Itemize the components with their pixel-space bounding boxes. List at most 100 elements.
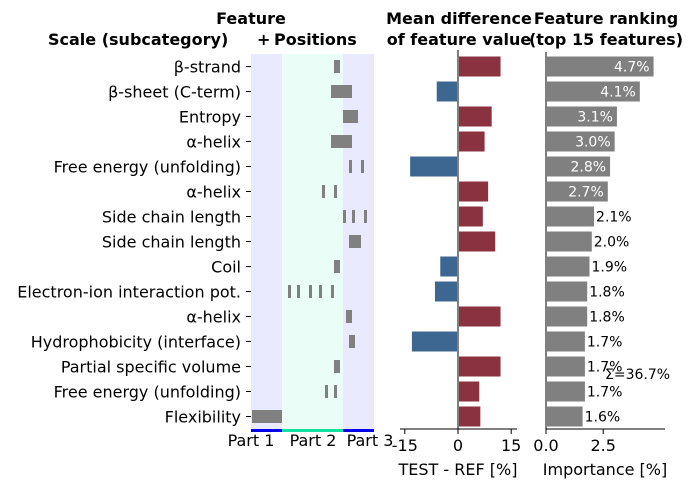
- position-mark: [309, 285, 312, 298]
- panel1-title-plus: +: [257, 30, 270, 49]
- importance-value-label: 2.7%: [568, 185, 604, 201]
- part-region-2: [282, 54, 343, 429]
- feature-label: α-helix: [186, 183, 241, 202]
- position-mark: [361, 160, 364, 173]
- difference-bar: [458, 231, 496, 252]
- position-mark: [322, 185, 325, 198]
- panel3-xlabel: Importance [%]: [543, 460, 667, 479]
- importance-bar: [546, 306, 588, 327]
- position-mark: [334, 385, 337, 398]
- feature-position-regions: [251, 54, 374, 432]
- importance-value-label: 1.6%: [585, 410, 621, 426]
- position-mark: [349, 335, 355, 348]
- part-tick-label: Part 1: [228, 431, 275, 450]
- importance-value-label: 1.8%: [589, 285, 625, 301]
- difference-bar: [458, 306, 501, 327]
- difference-bar: [458, 131, 485, 152]
- importance-bar: [546, 131, 615, 152]
- part-bar-1: [251, 429, 282, 432]
- position-mark: [331, 85, 352, 98]
- feature-label: Free energy (unfolding): [54, 158, 241, 177]
- feature-label: Coil: [211, 258, 241, 277]
- importance-sum-label: Σ=36.7%: [605, 367, 670, 383]
- panel1-title-right: Positions: [274, 30, 357, 49]
- position-mark: [343, 110, 358, 123]
- difference-bar: [458, 356, 501, 377]
- part-region-1: [251, 54, 282, 429]
- x-tick-label: -15: [392, 436, 418, 455]
- position-mark: [334, 260, 340, 273]
- position-mark: [325, 385, 328, 398]
- importance-bar: [546, 281, 588, 302]
- mean-difference-panel: -15 0 15: [392, 50, 521, 455]
- feature-label: Side chain length: [102, 233, 241, 252]
- feature-label: Hydrophobicity (interface): [31, 333, 241, 352]
- importance-value-label: 2.1%: [596, 210, 632, 226]
- panel2-title-line1: Mean difference: [386, 9, 532, 28]
- part-bar-2: [282, 429, 343, 432]
- panel3-title-line2: (top 15 features): [529, 30, 683, 49]
- importance-value-label: 1.8%: [589, 310, 625, 326]
- feature-label: Entropy: [179, 108, 241, 127]
- x-tick-label: 15: [501, 436, 521, 455]
- feature-label: β-strand: [174, 58, 241, 77]
- difference-bar: [458, 181, 489, 202]
- position-mark: [349, 160, 352, 173]
- importance-value-label: 4.1%: [600, 85, 636, 101]
- difference-bar: [410, 156, 458, 177]
- difference-bar: [440, 256, 458, 277]
- feature-label: Free energy (unfolding): [54, 383, 241, 402]
- importance-bar: [546, 81, 640, 102]
- position-mark: [331, 135, 352, 148]
- importance-bar: [546, 206, 595, 227]
- importance-value-label: 3.0%: [575, 135, 611, 151]
- panel2-xlabel: TEST - REF [%]: [398, 460, 518, 479]
- importance-bar: [546, 356, 585, 377]
- position-mark: [364, 210, 367, 223]
- importance-value-label: 1.7%: [587, 335, 623, 351]
- importance-value-label: 1.7%: [587, 360, 623, 376]
- x-tick-label: 2.5: [590, 436, 615, 455]
- importance-bar: [546, 381, 585, 402]
- difference-bar: [434, 281, 458, 302]
- importance-value-label: 3.1%: [577, 110, 613, 126]
- panel1-title-line1: Feature: [216, 9, 286, 28]
- feature-position-marks: [252, 60, 367, 423]
- importance-bar: [546, 106, 617, 127]
- feature-label: β-sheet (C-term): [108, 83, 241, 102]
- part-tick-label: Part 2: [290, 431, 337, 450]
- feature-label: Partial specific volume: [61, 358, 241, 377]
- position-mark: [343, 210, 346, 223]
- importance-value-label: 1.7%: [587, 385, 623, 401]
- difference-bar: [458, 106, 492, 127]
- position-mark: [334, 360, 340, 373]
- position-mark: [346, 310, 352, 323]
- difference-bar: [436, 81, 458, 102]
- position-mark: [252, 410, 282, 423]
- importance-bar: [546, 231, 592, 252]
- feature-label: α-helix: [186, 308, 241, 327]
- difference-bar: [458, 406, 481, 427]
- part-tick-labels: Part 1 Part 2 Part 3: [228, 431, 394, 450]
- importance-value-label: 2.0%: [594, 235, 630, 251]
- position-mark: [334, 185, 337, 198]
- part-bar-3: [343, 429, 374, 432]
- importance-value-label: 2.8%: [570, 160, 606, 176]
- importance-value-label: 4.7%: [614, 60, 650, 76]
- position-mark: [352, 210, 355, 223]
- part-tick-label: Part 3: [347, 431, 394, 450]
- importance-value-label: 1.9%: [591, 260, 627, 276]
- difference-bar: [458, 206, 483, 227]
- feature-label: Side chain length: [102, 208, 241, 227]
- position-mark: [349, 235, 361, 248]
- feature-label: Flexibility: [165, 408, 241, 427]
- difference-bar: [458, 381, 480, 402]
- importance-bar: [546, 256, 590, 277]
- difference-bar: [411, 331, 458, 352]
- x-tick-label: 0: [453, 436, 463, 455]
- importance-bar: [546, 331, 585, 352]
- feature-label: α-helix: [186, 133, 241, 152]
- feature-label: Electron-ion interaction pot.: [17, 283, 241, 302]
- position-mark: [297, 285, 300, 298]
